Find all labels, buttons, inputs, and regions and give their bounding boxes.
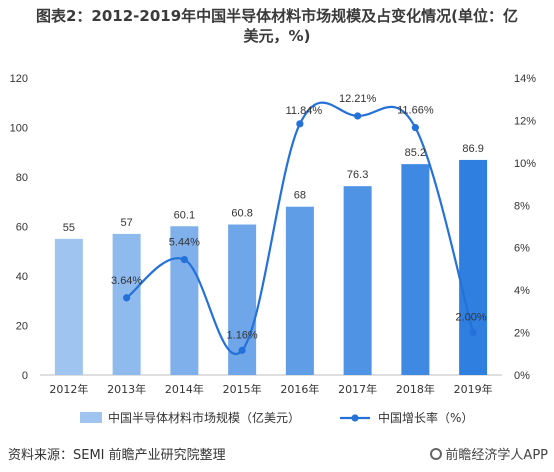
- y-left-tick-label: 100: [10, 123, 28, 135]
- y-right-tick-label: 4%: [514, 285, 530, 297]
- growth-rate-label: 12.21%: [339, 93, 377, 105]
- growth-rate-line: [125, 101, 475, 355]
- chart-title-line2: 美元，%): [243, 27, 311, 45]
- x-tick-label: 2016年: [280, 382, 319, 396]
- legend-bar-label: 中国半导体材料市场规模（亿美元）: [108, 410, 300, 425]
- bar: [112, 233, 141, 375]
- x-tick-label: 2013年: [107, 382, 146, 396]
- brand-name: 前瞻经济学人APP: [445, 448, 548, 463]
- bar: [343, 186, 372, 375]
- growth-rate-point: [354, 112, 362, 120]
- y-left-tick-label: 40: [16, 271, 28, 283]
- y-right-tick-label: 0%: [514, 370, 530, 382]
- y-right-tick-label: 6%: [514, 243, 530, 255]
- growth-rate-label: 2.00%: [456, 312, 487, 324]
- growth-rate-point: [180, 255, 188, 264]
- combo-chart: 0 20 40 60 80 100 120 0% 2% 4% 6% 8% 10% 12% 14% 2012年 2…: [10, 73, 537, 425]
- brand-logo-icon: [430, 447, 443, 460]
- growth-rate-label: 11.84%: [286, 105, 323, 117]
- y-right-tick-label: 8%: [514, 200, 530, 212]
- x-tick-label: 2012年: [49, 382, 88, 396]
- growth-rate-label: 5.44%: [169, 237, 200, 249]
- legend-bar-swatch: [80, 412, 102, 423]
- x-tick-label: 2014年: [165, 382, 204, 396]
- legend-line-marker: [351, 414, 359, 422]
- x-tick-label: 2018年: [396, 382, 435, 396]
- bar-value-label: 68: [294, 190, 306, 202]
- bar: [54, 238, 83, 375]
- bar: [285, 206, 314, 375]
- bar-value-label: 86.9: [462, 143, 483, 155]
- y-right-tick-label: 2%: [514, 328, 530, 340]
- y-right-tick-label: 10%: [514, 158, 536, 170]
- bar-value-label: 60.1: [174, 209, 195, 221]
- growth-rate-point: [238, 346, 246, 354]
- bar-value-label: 57: [121, 217, 133, 229]
- growth-rate-label: 11.66%: [397, 105, 434, 117]
- y-left-tick-label: 0: [22, 370, 28, 382]
- bar-value-label: 60.8: [231, 208, 252, 220]
- growth-rate-label: 1.16%: [227, 329, 258, 341]
- growth-rate-point: [469, 328, 477, 337]
- growth-rate-point: [123, 294, 131, 302]
- chart-title: 图表2：2012-2019年中国半导体材料市场规模及占变化情况(单位：亿 美元，…: [0, 6, 554, 46]
- growth-rate-point: [296, 120, 304, 128]
- y-left-tick-label: 20: [16, 321, 28, 333]
- bar: [401, 164, 430, 375]
- bar-value-label: 76.3: [347, 169, 368, 181]
- x-tick-label: 2017年: [338, 382, 377, 396]
- y-left-tick-label: 60: [16, 222, 28, 234]
- y-right-tick-label: 12%: [514, 115, 536, 127]
- x-tick-label: 2019年: [454, 382, 493, 396]
- growth-rate-point: [411, 124, 419, 132]
- bar: [459, 159, 488, 375]
- bar-value-label: 85.2: [405, 147, 426, 159]
- chart-title-line1: 图表2：2012-2019年中国半导体材料市场规模及占变化情况(单位：亿: [35, 7, 519, 25]
- brand-mark: 前瞻经济学人APP: [430, 444, 548, 463]
- legend-line-label: 中国增长率（%）: [378, 410, 473, 425]
- x-tick-label: 2015年: [223, 382, 262, 396]
- bar: [170, 226, 199, 375]
- source-note: 资料来源：SEMI 前瞻产业研究院整理: [8, 448, 226, 463]
- growth-rate-label: 3.64%: [111, 275, 142, 287]
- y-left-tick-label: 80: [16, 172, 28, 184]
- bar-value-label: 55: [63, 222, 75, 234]
- y-right-tick-label: 14%: [514, 73, 536, 85]
- y-left-tick-label: 120: [10, 73, 28, 85]
